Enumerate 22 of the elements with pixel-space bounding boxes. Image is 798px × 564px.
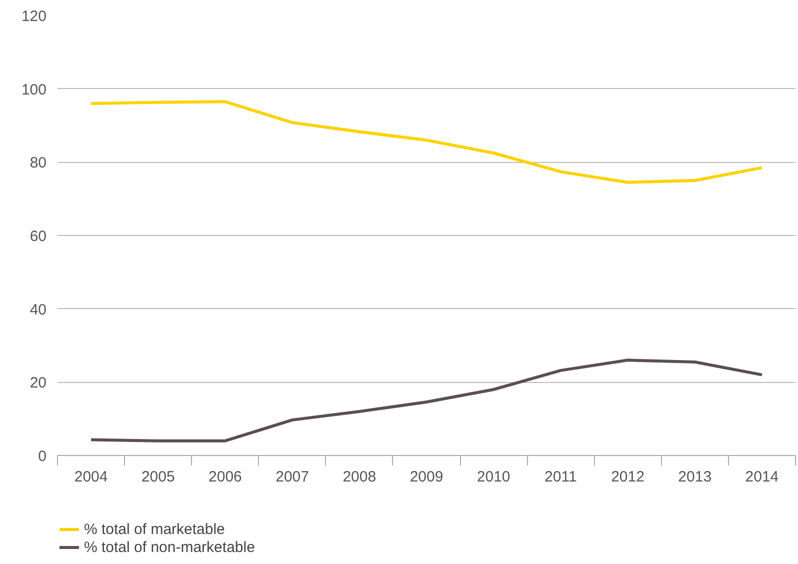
x-tick-label: 2004 xyxy=(74,468,108,486)
y-tick-label: 100 xyxy=(21,81,47,98)
x-tick-label: 2007 xyxy=(276,468,310,486)
x-tick-label: 2014 xyxy=(745,468,779,486)
y-tick-label: 0 xyxy=(38,448,46,465)
x-tick-label: 2006 xyxy=(208,468,242,486)
y-tick-label: 80 xyxy=(30,154,47,172)
x-tick-label: 2011 xyxy=(544,468,577,486)
x-tick-label: 2005 xyxy=(141,468,175,486)
y-tick-label: 60 xyxy=(30,228,47,245)
legend-label: % total of marketable xyxy=(84,520,225,538)
line-series xyxy=(90,100,764,184)
line-series xyxy=(90,358,764,442)
y-tick-label: 40 xyxy=(30,301,47,318)
legend-label: % total of non-marketable xyxy=(84,538,255,556)
x-tick-label: 2013 xyxy=(678,468,712,486)
y-tick-label: 120 xyxy=(21,8,47,25)
x-tick-label: 2010 xyxy=(476,468,510,486)
x-tick-label: 2008 xyxy=(342,468,376,486)
y-tick-label: 20 xyxy=(30,374,47,392)
x-tick-label: 2012 xyxy=(611,468,644,486)
x-tick-label: 2009 xyxy=(410,468,444,486)
